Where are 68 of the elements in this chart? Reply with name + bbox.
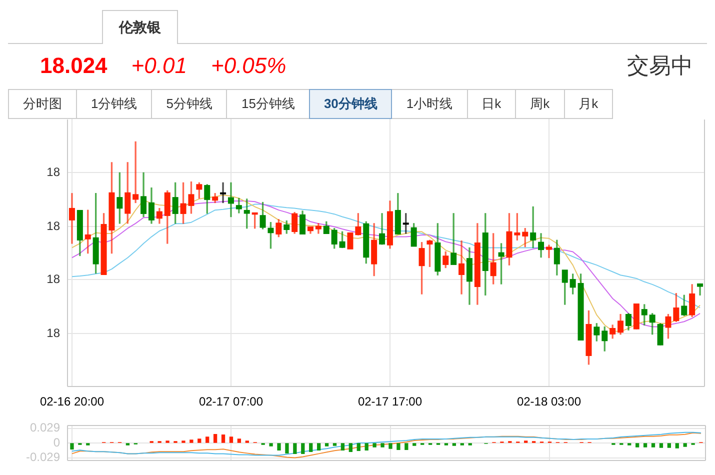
bar bbox=[651, 443, 656, 448]
button[interactable]: 分时图 bbox=[8, 89, 77, 119]
text: 交易中 bbox=[627, 52, 693, 80]
text: 18 bbox=[46, 272, 60, 286]
y-tick-label: -0.029 bbox=[26, 450, 60, 464]
bar bbox=[269, 443, 273, 446]
bar bbox=[675, 443, 679, 448]
text: 18.024 bbox=[40, 52, 108, 80]
bar bbox=[635, 443, 640, 448]
bar bbox=[301, 443, 305, 454]
text: 18 bbox=[46, 218, 60, 233]
bar bbox=[340, 443, 345, 450]
bar bbox=[285, 443, 289, 454]
y-tick-label: 0 bbox=[53, 435, 60, 450]
candlestick bbox=[450, 213, 457, 265]
text: 18 bbox=[46, 326, 60, 340]
button[interactable]: 月k bbox=[564, 89, 614, 119]
bar bbox=[316, 443, 321, 450]
bar bbox=[372, 443, 376, 448]
bar bbox=[332, 443, 337, 446]
button[interactable]: 15分钟线 bbox=[226, 89, 310, 119]
button[interactable]: 周k bbox=[515, 89, 565, 119]
bar bbox=[198, 438, 202, 443]
x-tick-label: 02-17 07:00 bbox=[198, 394, 264, 409]
bar bbox=[293, 443, 297, 454]
bar bbox=[388, 443, 392, 449]
bar bbox=[348, 443, 352, 452]
bar bbox=[309, 443, 313, 452]
tab[interactable]: 伦敦银 bbox=[102, 10, 178, 44]
candlestick bbox=[530, 206, 536, 248]
bar bbox=[404, 443, 408, 450]
x-tick-label: 02-17 17:00 bbox=[358, 394, 422, 409]
bar bbox=[70, 443, 74, 450]
bar bbox=[659, 443, 664, 448]
button[interactable]: 日k bbox=[466, 89, 516, 119]
candlestick bbox=[220, 182, 226, 204]
y-tick-label: 0.029 bbox=[30, 420, 60, 435]
candlestick bbox=[458, 240, 465, 294]
candlestick bbox=[228, 182, 234, 218]
bar bbox=[324, 443, 329, 446]
bar bbox=[190, 440, 194, 443]
x-tick-label: 02-18 03:00 bbox=[516, 394, 582, 409]
button[interactable]: 5分钟线 bbox=[151, 89, 228, 119]
bar bbox=[452, 443, 456, 446]
bar bbox=[643, 443, 648, 448]
bar bbox=[229, 436, 234, 443]
bar bbox=[380, 443, 384, 448]
bar bbox=[213, 434, 218, 443]
bar bbox=[221, 434, 226, 443]
text: +0.01 bbox=[131, 52, 187, 80]
text: 18 bbox=[46, 164, 60, 179]
text: +0.05% bbox=[210, 52, 286, 80]
button[interactable]: 1分钟线 bbox=[76, 89, 152, 119]
candlestick bbox=[68, 193, 75, 244]
bar bbox=[396, 443, 400, 450]
button[interactable]: 1小时线 bbox=[391, 89, 468, 119]
bar bbox=[667, 443, 671, 448]
bar bbox=[356, 443, 360, 451]
x-tick-label: 02-16 20:00 bbox=[40, 394, 104, 409]
bar bbox=[206, 436, 210, 443]
bar bbox=[364, 443, 368, 450]
bar bbox=[683, 443, 687, 447]
bar bbox=[237, 438, 242, 443]
bar bbox=[412, 443, 416, 446]
candlestick bbox=[132, 141, 139, 204]
bar bbox=[277, 443, 281, 450]
button[interactable]: 30分钟线 bbox=[308, 89, 392, 119]
candlestick bbox=[546, 244, 552, 258]
